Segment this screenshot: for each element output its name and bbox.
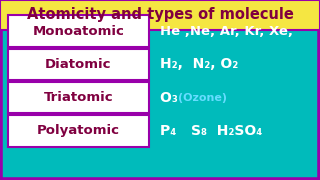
FancyBboxPatch shape [8, 49, 149, 80]
FancyBboxPatch shape [0, 0, 320, 30]
Text: O₃: O₃ [160, 91, 183, 105]
Text: P₄   S₈  H₂SO₄: P₄ S₈ H₂SO₄ [160, 124, 262, 138]
Text: H₂,  N₂, O₂: H₂, N₂, O₂ [160, 57, 238, 71]
Text: Diatomic: Diatomic [45, 58, 112, 71]
Text: Atomicity and types of molecule: Atomicity and types of molecule [27, 7, 293, 22]
Text: He ,Ne, Ar, Kr, Xe,: He ,Ne, Ar, Kr, Xe, [160, 24, 293, 38]
FancyBboxPatch shape [8, 115, 149, 147]
Text: Polyatomic: Polyatomic [37, 124, 120, 138]
Text: Triatomic: Triatomic [44, 91, 113, 104]
Text: Monoatomic: Monoatomic [32, 24, 124, 38]
Text: (Ozone): (Ozone) [178, 93, 227, 103]
FancyBboxPatch shape [8, 15, 149, 47]
FancyBboxPatch shape [8, 82, 149, 113]
